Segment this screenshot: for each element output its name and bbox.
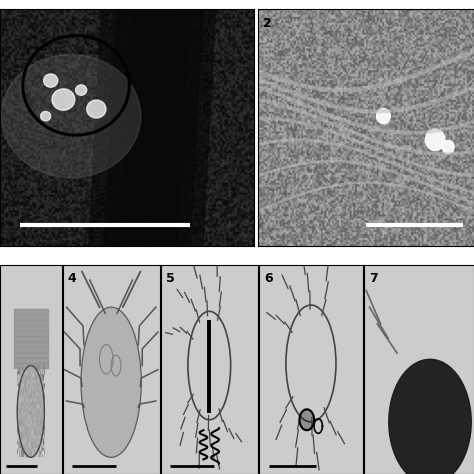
Polygon shape — [119, 9, 177, 246]
Circle shape — [52, 89, 75, 110]
Circle shape — [376, 109, 390, 124]
Text: 2: 2 — [263, 17, 272, 29]
Circle shape — [87, 100, 106, 118]
Bar — [14, 347, 48, 352]
Circle shape — [75, 85, 87, 95]
Polygon shape — [135, 9, 190, 246]
Bar — [14, 364, 48, 368]
Circle shape — [41, 111, 51, 121]
Bar — [14, 315, 48, 319]
Text: 4: 4 — [67, 272, 76, 285]
Ellipse shape — [1, 55, 141, 178]
Circle shape — [442, 140, 454, 154]
Ellipse shape — [81, 307, 141, 457]
Bar — [14, 309, 48, 314]
Bar — [14, 331, 48, 336]
Circle shape — [17, 365, 45, 457]
Ellipse shape — [389, 359, 471, 474]
Bar — [14, 320, 48, 325]
Circle shape — [44, 74, 58, 87]
Text: 5: 5 — [165, 272, 174, 285]
Bar — [14, 342, 48, 346]
Circle shape — [426, 129, 445, 151]
Bar — [14, 326, 48, 330]
Polygon shape — [89, 9, 152, 246]
Bar — [14, 337, 48, 341]
Polygon shape — [104, 9, 165, 246]
Polygon shape — [150, 9, 203, 246]
Bar — [14, 358, 48, 363]
Polygon shape — [300, 410, 314, 430]
Text: 6: 6 — [264, 272, 273, 285]
Bar — [14, 353, 48, 357]
Text: 7: 7 — [370, 272, 378, 285]
Polygon shape — [165, 9, 216, 246]
